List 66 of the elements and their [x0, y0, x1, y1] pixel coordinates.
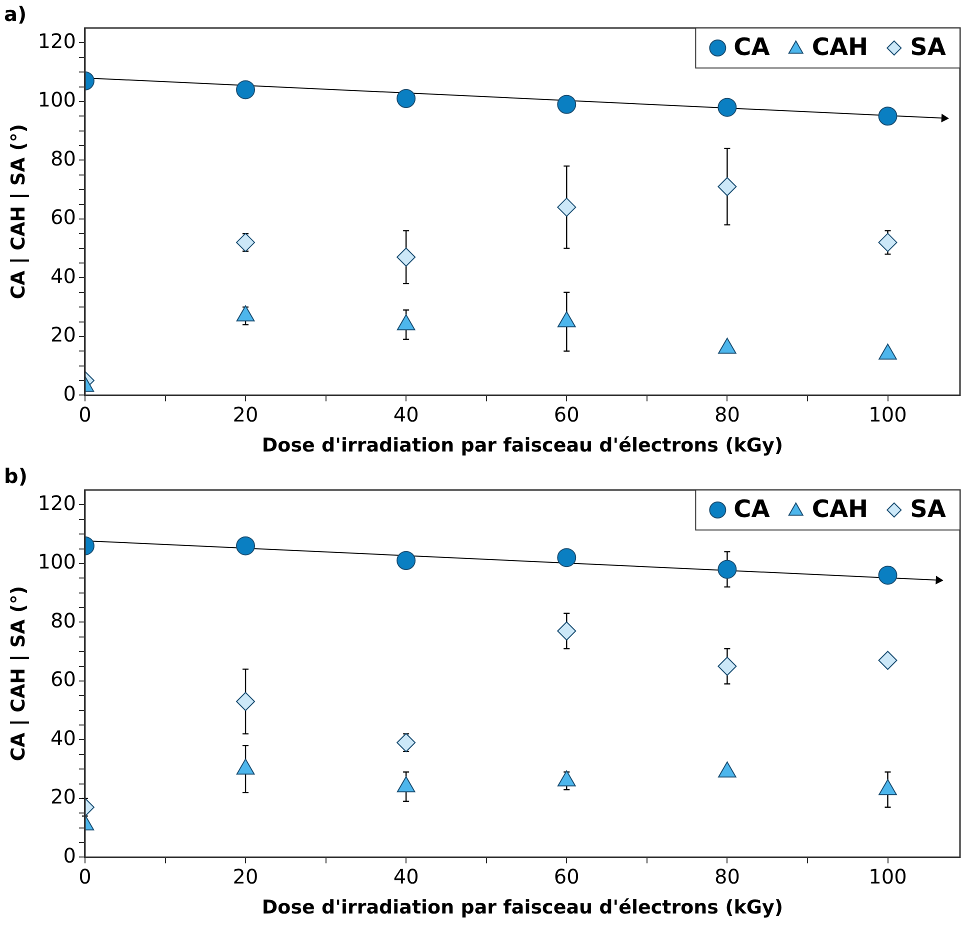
legend-label: CAH	[812, 495, 868, 524]
y-tick-label: 20	[50, 784, 76, 809]
y-axis-title: CA | CAH | SA (°)	[7, 124, 30, 300]
x-tick-label: 20	[232, 864, 258, 888]
x-tick-label: 80	[714, 864, 740, 888]
point	[396, 89, 416, 108]
point	[396, 248, 416, 267]
y-tick-label: 60	[50, 667, 76, 692]
point	[718, 656, 737, 676]
point	[718, 177, 737, 196]
y-tick-label: 0	[63, 843, 76, 868]
y-axis-title: CA | CAH | SA (°)	[7, 586, 30, 762]
point	[878, 232, 898, 252]
y-tick-label: 60	[50, 205, 76, 230]
y-tick-label: 120	[38, 490, 76, 515]
x-tick-label: 80	[714, 402, 740, 426]
y-tick-label: 80	[50, 146, 76, 170]
point	[557, 548, 576, 568]
point	[396, 314, 416, 330]
point	[878, 106, 898, 126]
x-tick-label: 40	[393, 402, 419, 426]
point	[396, 776, 416, 792]
point	[557, 622, 576, 641]
x-tick-label: 20	[232, 402, 258, 426]
point	[396, 551, 416, 570]
y-tick-label: 0	[63, 381, 76, 406]
chart-title: b)	[4, 464, 28, 488]
point	[878, 779, 897, 796]
x-tick-label: 0	[78, 864, 92, 888]
point	[236, 758, 255, 775]
legend-label: CA	[734, 33, 770, 62]
x-tick-label: 40	[393, 864, 419, 888]
legend-label: SA	[910, 495, 946, 524]
x-tick-label: 0	[78, 402, 92, 426]
legend-label: CA	[734, 495, 770, 524]
point	[718, 560, 737, 579]
legend-label: SA	[910, 33, 946, 62]
point	[878, 344, 897, 360]
point	[557, 311, 576, 328]
point	[236, 305, 255, 322]
y-tick-label: 120	[38, 28, 76, 53]
point	[878, 650, 898, 670]
point	[557, 94, 576, 114]
chart-title: a)	[4, 2, 27, 26]
point	[718, 762, 736, 778]
y-tick-label: 20	[50, 322, 76, 347]
y-tick-label: 40	[50, 726, 76, 750]
x-tick-label: 60	[554, 864, 580, 888]
legend-label: CAH	[812, 33, 868, 62]
x-axis-title: Dose d'irradiation par faisceau d'électrons (kGy)	[262, 896, 784, 919]
point	[557, 198, 576, 217]
y-tick-label: 100	[38, 550, 76, 574]
point	[878, 566, 898, 585]
point	[236, 536, 256, 556]
x-tick-label: 60	[554, 402, 580, 426]
point	[557, 770, 576, 786]
point	[236, 80, 256, 100]
y-tick-label: 100	[38, 88, 76, 112]
x-tick-label: 100	[868, 402, 907, 426]
point	[236, 232, 256, 252]
x-tick-label: 100	[868, 864, 907, 888]
x-axis-title: Dose d'irradiation par faisceau d'électrons (kGy)	[262, 434, 784, 457]
point	[718, 338, 736, 354]
y-tick-label: 40	[50, 264, 76, 288]
point	[718, 98, 737, 117]
y-tick-label: 80	[50, 608, 76, 632]
